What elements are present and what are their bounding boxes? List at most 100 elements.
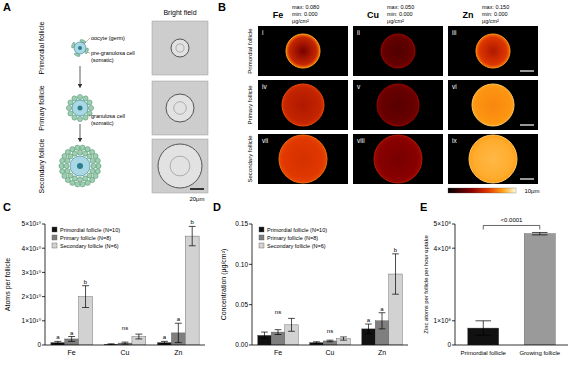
error-bar <box>288 318 295 331</box>
scale-bar <box>520 70 534 71</box>
scale-bar <box>520 178 534 179</box>
oocyte <box>72 100 88 116</box>
error-cap <box>313 343 320 344</box>
follicle-map <box>381 34 415 68</box>
error-bar <box>340 337 347 340</box>
p-value: <0.0001 <box>501 217 524 223</box>
error-cap <box>68 336 75 337</box>
element-map <box>448 26 538 76</box>
error-cap <box>340 340 347 341</box>
nucleus <box>77 163 83 169</box>
follicle-map <box>282 84 324 126</box>
y-tick-label: 1×10¹⁰ <box>22 317 42 324</box>
error-bar <box>82 286 89 308</box>
granulosa-cell <box>80 145 85 150</box>
y-tick-label: 5×10⁸ <box>434 220 452 227</box>
legend: Primordial follicle (N=10)Primary follic… <box>52 227 120 249</box>
y-tick <box>42 248 45 249</box>
legend-swatch <box>52 227 57 232</box>
chart: aabnsns0.000.050.100.15FeCuZnConcentrati… <box>220 220 408 356</box>
error-cap <box>189 245 196 246</box>
follicle-map <box>374 135 422 183</box>
error-cap <box>379 328 386 329</box>
x-tick-label: Growing follicle <box>519 350 560 356</box>
error-bar <box>365 324 372 334</box>
oocyte <box>70 156 90 176</box>
x-axis <box>455 345 568 346</box>
figure: ABCDEPrimordial folliclePrimary follicle… <box>0 0 573 382</box>
error-line <box>264 332 265 338</box>
granulosa-cell <box>59 163 64 168</box>
panel-numeral: vii <box>262 137 268 144</box>
legend-swatch <box>259 227 264 232</box>
error-cap <box>327 341 334 342</box>
granulosa-cell <box>68 111 73 116</box>
x-tick-label: Zn <box>174 349 182 356</box>
row-label: Secondary follicle <box>38 138 46 193</box>
element-map <box>448 134 538 184</box>
min-label: min: 0.000 <box>292 11 318 17</box>
error-line <box>483 321 484 336</box>
granulosa-cell <box>75 145 80 150</box>
oocyte-image <box>170 156 190 176</box>
row-label: Primordial follicle <box>247 28 253 74</box>
follicle-map <box>472 84 514 126</box>
y-axis-label: Atoms per follicle <box>4 258 12 311</box>
x-axis <box>45 345 205 346</box>
nucleus <box>78 106 83 111</box>
granulosa-cell <box>72 115 77 120</box>
error-cap <box>275 334 282 335</box>
y-tick <box>249 224 252 225</box>
granulosa-cell <box>65 169 70 174</box>
error-cap <box>261 332 268 333</box>
legend-label: Secondary follicle (N=6) <box>267 243 326 249</box>
error-bar <box>313 342 320 344</box>
error-cap <box>175 323 182 324</box>
bar <box>185 236 199 345</box>
error-line <box>291 318 292 331</box>
y-tick <box>452 224 455 225</box>
error-line <box>192 226 193 245</box>
group-annotation: ns <box>122 325 128 331</box>
error-bar <box>122 342 129 344</box>
significance-letter: b <box>191 219 195 225</box>
granulosa-cell <box>91 163 96 168</box>
error-bar <box>392 254 399 294</box>
error-line <box>539 232 540 234</box>
y-axis <box>252 224 253 345</box>
error-cap <box>108 343 115 344</box>
granulosa-cell <box>95 169 100 174</box>
legend-label: Primordial follicle (N=10) <box>60 227 120 233</box>
follicle-image <box>166 94 194 122</box>
max-label: max: 0.080 <box>292 4 319 10</box>
error-bar <box>54 341 61 343</box>
leader-line <box>89 114 90 116</box>
legend-swatch <box>52 243 57 248</box>
chart: aaaabbns01×10¹⁰2×10¹⁰3×10¹⁰4×10¹⁰5×10¹⁰F… <box>4 219 205 356</box>
granulosa-cell <box>80 182 85 187</box>
element-map <box>258 26 348 76</box>
granulosa-cell <box>75 182 80 187</box>
legend-swatch <box>52 235 57 240</box>
error-cap <box>135 338 142 339</box>
min-label: min: 0.000 <box>482 11 508 17</box>
panel-label: E <box>420 201 427 213</box>
x-tick-label: Fe <box>274 349 282 356</box>
error-cap <box>161 341 168 342</box>
unit-label: μg/cm² <box>482 18 499 24</box>
legend: Primordial follicle (N=10)Primary follic… <box>259 227 327 249</box>
min-label: min: 0.000 <box>387 11 413 17</box>
scale-label: 20μm <box>189 196 204 202</box>
granulosa-cell <box>77 94 82 99</box>
granulosa-cell <box>66 105 71 110</box>
y-tick <box>249 264 252 265</box>
granulosa-cell <box>90 158 95 163</box>
leader-line <box>84 38 90 44</box>
leader-line <box>87 52 90 53</box>
error-cap <box>532 232 548 233</box>
y-tick-label: 4×10⁸ <box>434 245 452 252</box>
oocyte-image <box>176 44 184 52</box>
bright-field-image <box>152 139 208 193</box>
legend-label: Primary follicle (N=8) <box>267 235 318 241</box>
x-tick-label: Zn <box>378 349 386 356</box>
